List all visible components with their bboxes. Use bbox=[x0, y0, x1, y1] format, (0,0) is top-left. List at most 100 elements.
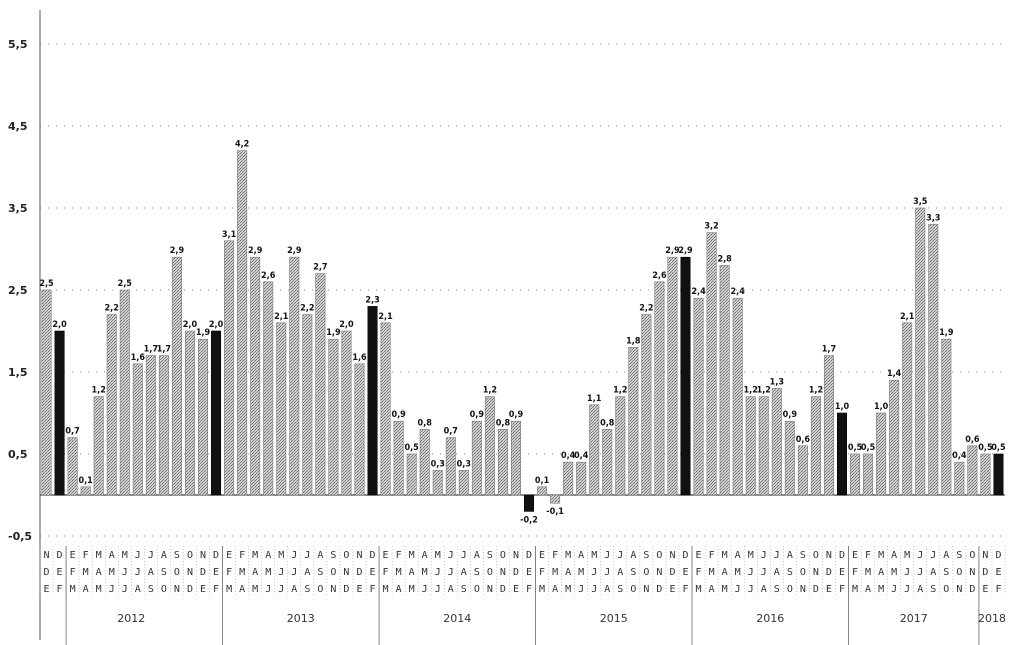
month-letter: J bbox=[930, 550, 936, 561]
monthly-bar bbox=[850, 453, 861, 496]
year-label: 2017 bbox=[900, 612, 928, 625]
value-label: 0,9 bbox=[470, 410, 485, 420]
monthly-bar bbox=[198, 338, 209, 496]
monthly-bar bbox=[628, 347, 639, 496]
value-label: 2,9 bbox=[678, 246, 693, 256]
monthly-bar bbox=[732, 297, 743, 496]
month-letter: A bbox=[409, 567, 415, 578]
month-letter: J bbox=[604, 567, 610, 578]
value-label: 1,7 bbox=[144, 345, 158, 355]
month-letter: M bbox=[422, 567, 428, 578]
value-label: 1,4 bbox=[887, 369, 902, 379]
month-letter: D bbox=[370, 550, 376, 561]
month-letter: M bbox=[278, 550, 284, 561]
value-label: 2,2 bbox=[105, 304, 119, 314]
month-letter: D bbox=[969, 584, 975, 595]
value-label: 0,4 bbox=[561, 451, 576, 461]
quarterly-bar bbox=[680, 256, 691, 496]
value-label: -0,1 bbox=[546, 507, 564, 517]
month-letter: F bbox=[865, 550, 871, 561]
month-letter: A bbox=[891, 550, 897, 561]
monthly-bar bbox=[224, 240, 235, 496]
month-letter: A bbox=[761, 584, 767, 595]
month-letter: E bbox=[200, 584, 206, 595]
month-letter: S bbox=[461, 584, 467, 595]
month-letter: A bbox=[396, 584, 402, 595]
value-label: 1,7 bbox=[157, 345, 171, 355]
month-letter: E bbox=[513, 584, 519, 595]
month-letter: D bbox=[57, 550, 63, 561]
month-letter: J bbox=[304, 550, 310, 561]
month-letter: E bbox=[526, 567, 532, 578]
value-label: 2,0 bbox=[339, 320, 354, 330]
month-letter: N bbox=[487, 584, 493, 595]
bars bbox=[41, 150, 1004, 512]
monthly-bar bbox=[380, 322, 391, 496]
month-letter: J bbox=[435, 584, 441, 595]
month-letter: A bbox=[252, 567, 258, 578]
value-label: 2,9 bbox=[248, 246, 263, 256]
value-label: 3,2 bbox=[704, 222, 718, 232]
year-label: 2014 bbox=[443, 612, 471, 625]
value-label: 3,3 bbox=[926, 213, 940, 223]
month-letter: N bbox=[669, 550, 675, 561]
monthly-bar bbox=[445, 437, 456, 496]
value-label: 2,8 bbox=[717, 254, 732, 264]
month-letter: N bbox=[826, 550, 832, 561]
month-letter: A bbox=[787, 550, 793, 561]
month-letter: D bbox=[682, 550, 688, 561]
month-letter: J bbox=[591, 584, 597, 595]
monthly-bar bbox=[67, 437, 78, 496]
quarterly-bar bbox=[367, 306, 378, 496]
month-letter: M bbox=[252, 550, 258, 561]
month-letter: F bbox=[383, 567, 389, 578]
month-letter: D bbox=[839, 550, 845, 561]
value-label: 1,9 bbox=[326, 328, 341, 338]
month-letter: F bbox=[83, 550, 89, 561]
month-letter: O bbox=[630, 584, 636, 595]
month-letter: M bbox=[409, 584, 415, 595]
month-letter: O bbox=[969, 550, 975, 561]
month-letter: M bbox=[578, 567, 584, 578]
month-letter: D bbox=[826, 567, 832, 578]
year-label: 2016 bbox=[756, 612, 784, 625]
month-letter: D bbox=[500, 584, 506, 595]
value-label: 1,8 bbox=[626, 336, 641, 346]
value-label: 2,1 bbox=[274, 312, 289, 322]
month-letter: J bbox=[604, 550, 610, 561]
month-letter: A bbox=[565, 567, 571, 578]
value-label: 0,5 bbox=[978, 443, 993, 453]
month-letter: J bbox=[122, 567, 128, 578]
monthly-bar bbox=[158, 355, 169, 496]
value-label: 3,5 bbox=[913, 197, 928, 207]
monthly-bar bbox=[615, 396, 626, 496]
value-label: 2,0 bbox=[209, 320, 224, 330]
value-label: 2,4 bbox=[691, 287, 706, 297]
month-letter: O bbox=[813, 550, 819, 561]
month-letter: F bbox=[995, 584, 1001, 595]
month-letter: A bbox=[552, 584, 558, 595]
month-letter: F bbox=[239, 550, 245, 561]
value-label: 0,6 bbox=[965, 435, 980, 445]
month-letter: S bbox=[474, 567, 480, 578]
month-letter: S bbox=[317, 567, 323, 578]
month-letter: J bbox=[448, 567, 454, 578]
value-label: 0,8 bbox=[418, 418, 433, 428]
month-letter: M bbox=[878, 584, 884, 595]
value-label: 0,9 bbox=[391, 410, 406, 420]
month-letter: J bbox=[461, 550, 467, 561]
month-letter: J bbox=[265, 584, 271, 595]
month-letter: D bbox=[343, 584, 349, 595]
monthly-bar bbox=[654, 281, 665, 496]
month-letter: J bbox=[735, 584, 741, 595]
year-label: 2015 bbox=[600, 612, 628, 625]
month-letter: M bbox=[252, 584, 258, 595]
monthly-bar bbox=[510, 420, 521, 496]
monthly-bar bbox=[250, 256, 261, 496]
monthly-bar bbox=[876, 412, 887, 496]
month-letter: M bbox=[239, 567, 245, 578]
monthly-bar bbox=[106, 314, 117, 496]
month-letter: M bbox=[865, 567, 871, 578]
month-letter: J bbox=[109, 584, 115, 595]
month-letter: N bbox=[800, 584, 806, 595]
